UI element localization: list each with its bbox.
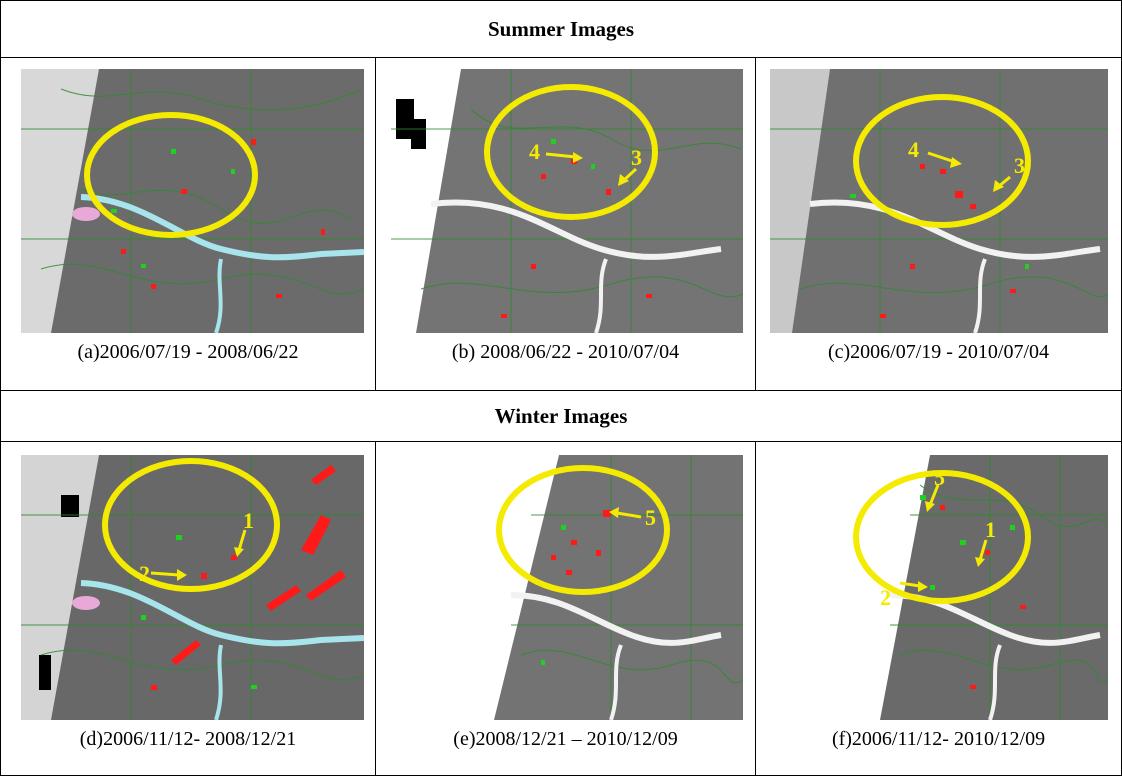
panel-f: 5 1 2 (f)2006/11/12- 2010/12/09 (756, 442, 1121, 775)
table-rule (0, 57, 1122, 58)
satellite-image: 4 3 (391, 69, 743, 333)
marker-label: 3 (1014, 153, 1025, 178)
satellite-image: 1 2 (21, 455, 364, 720)
panel-e: 5 (e)2008/12/21 – 2010/12/09 (376, 442, 755, 775)
marker-label: 5 (645, 505, 656, 530)
winter-section-title: Winter Images (494, 403, 628, 428)
highlight-circle (484, 84, 658, 220)
panel-caption: (a)2006/07/19 - 2008/06/22 (77, 341, 299, 363)
panel-caption: (e)2008/12/21 – 2010/12/09 (453, 728, 678, 750)
satellite-image (21, 69, 364, 333)
table-rule (0, 441, 1122, 442)
panel-b: 4 3 (b) 2008/06/22 - 2010/07/04 (376, 58, 755, 390)
table-rule (0, 390, 1122, 391)
satellite-image: 5 (391, 455, 743, 720)
satellite-image: 5 1 2 (770, 455, 1108, 720)
highlight-circle (853, 94, 1031, 228)
panel-a: (a)2006/07/19 - 2008/06/22 (1, 58, 375, 390)
marker-label: 1 (985, 517, 996, 542)
column-divider (375, 441, 376, 776)
panel-caption: (c)2006/07/19 - 2010/07/04 (827, 341, 1050, 363)
panel-d: 1 2 (d)2006/11/12- 2008/12/21 (1, 442, 375, 775)
marker-label: 4 (529, 139, 540, 164)
column-divider (755, 57, 756, 390)
panel-caption: (f)2006/11/12- 2010/12/09 (831, 728, 1046, 750)
highlight-circle (496, 465, 670, 595)
marker-label: 2 (880, 585, 891, 610)
panel-caption: (b) 2008/06/22 - 2010/07/04 (451, 341, 680, 363)
highlight-circle (102, 458, 280, 592)
marker-label: 4 (908, 137, 919, 162)
marker-label: 1 (243, 508, 254, 533)
column-divider (375, 57, 376, 390)
highlight-circle (84, 112, 258, 238)
panel-caption: (d)2006/11/12- 2008/12/21 (79, 728, 297, 750)
panel-c: 4 3 (c)2006/07/19 - 2010/07/04 (756, 58, 1121, 390)
table-border-left (0, 0, 1, 776)
marker-label: 3 (631, 145, 642, 170)
marker-label: 5 (934, 465, 945, 490)
satellite-image: 4 3 (770, 69, 1108, 333)
column-divider (755, 441, 756, 776)
table-border-top (0, 0, 1122, 1)
marker-label: 2 (139, 561, 150, 586)
highlight-circle (853, 470, 1031, 604)
summer-section-title: Summer Images (487, 16, 634, 41)
